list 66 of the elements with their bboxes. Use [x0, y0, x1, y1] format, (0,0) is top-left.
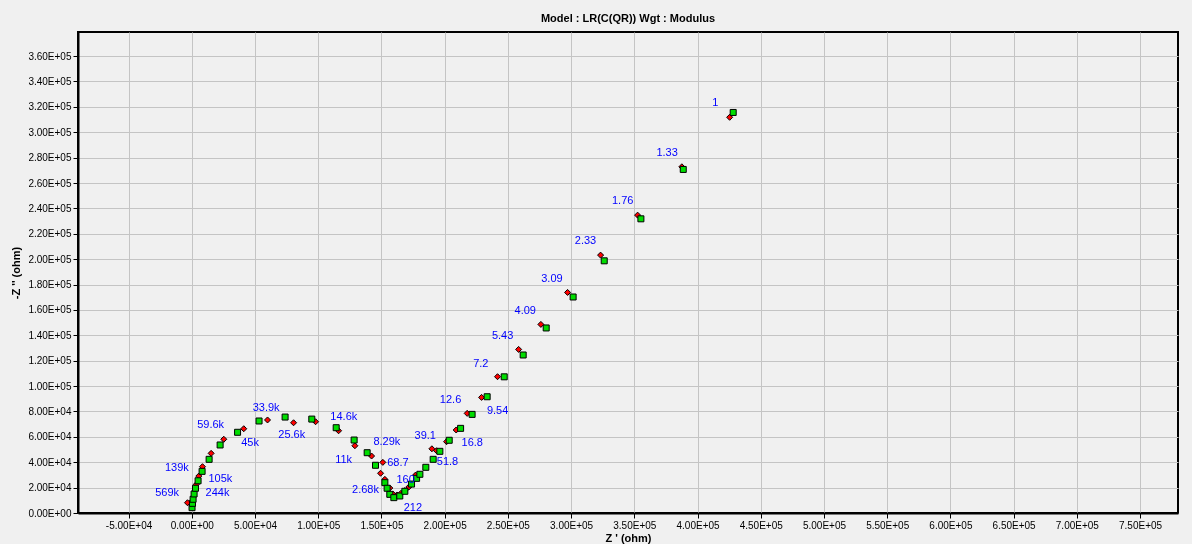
y-tick-label: 2.00E+04 — [28, 482, 72, 494]
annotation: 569k — [155, 485, 180, 498]
annotation: 39.1 — [414, 429, 436, 441]
x-tick-label: 1.00E+05 — [297, 519, 341, 531]
chart-title: Model : LR(C(QR)) Wgt : Modulus — [540, 12, 716, 24]
x-tick-label: 6.00E+05 — [929, 519, 973, 531]
y-tick-label: 1.40E+05 — [28, 329, 72, 341]
annotation: 7.2 — [473, 356, 489, 369]
annotation: 1 — [712, 96, 719, 109]
annotation: 25.6k — [278, 427, 306, 440]
annotation: 3.09 — [541, 271, 563, 284]
annotation: 5.43 — [491, 329, 514, 342]
y-tick-label: 1.20E+05 — [28, 355, 72, 367]
x-tick-label: 4.50E+05 — [739, 519, 784, 531]
y-tick-label: 4.00E+04 — [28, 456, 72, 468]
x-axis-title: Z ' (ohm) — [605, 531, 652, 544]
y-tick-label: 1.00E+05 — [28, 380, 72, 392]
y-axis-title: -Z '' (ohm) — [10, 246, 23, 300]
annotation: 12.6 — [439, 393, 462, 406]
y-tick-label: 1.60E+05 — [28, 304, 72, 316]
x-tick-label: 4.00E+05 — [676, 519, 721, 531]
y-tick-label: 2.60E+05 — [28, 177, 72, 189]
annotation: 9.54 — [486, 403, 509, 416]
y-tick-label: 3.60E+05 — [28, 50, 72, 62]
x-tick-label: -5.00E+04 — [105, 519, 153, 531]
y-tick-label: 2.80E+05 — [28, 152, 72, 164]
annotation: 1.33 — [656, 145, 678, 158]
x-tick-label: 2.00E+05 — [423, 519, 468, 531]
y-tick-label: 3.40E+05 — [28, 76, 72, 87]
y-tick-label: 8.00E+04 — [28, 405, 72, 417]
annotation: 45k — [241, 436, 260, 449]
annotation: 212 — [403, 501, 423, 514]
x-tick-label: 5.50E+05 — [866, 519, 910, 531]
y-tick-label: 2.40E+05 — [28, 202, 72, 214]
y-tick-label: 6.00E+04 — [28, 431, 72, 443]
x-tick-label: 6.50E+05 — [992, 519, 1037, 531]
x-tick-label: 0.00E+00 — [170, 519, 215, 531]
x-tick-label: 3.00E+05 — [550, 519, 594, 531]
annotation: 11k — [335, 453, 353, 466]
annotation: 8.29k — [373, 435, 401, 448]
annotation: 16.8 — [461, 436, 483, 449]
x-tick-label: 5.00E+05 — [802, 519, 847, 531]
annotation: 105k — [208, 471, 233, 484]
annotation: 68.7 — [387, 455, 409, 468]
annotation: 51.8 — [436, 455, 459, 468]
y-tick-label: 0.00E+00 — [28, 507, 72, 519]
annotation: 2.33 — [574, 234, 597, 247]
y-tick-label: 3.20E+05 — [28, 101, 72, 113]
annotation: 59.6k — [197, 417, 225, 430]
y-tick-label: 2.20E+05 — [28, 228, 72, 240]
x-tick-label: 7.00E+05 — [1055, 519, 1100, 531]
y-tick-label: 1.80E+05 — [28, 279, 72, 291]
annotation: 139k — [164, 461, 190, 474]
annotation: 1.76 — [611, 194, 634, 207]
x-tick-label: 3.50E+05 — [613, 519, 657, 531]
annotation: 244k — [205, 486, 230, 499]
x-tick-label: 5.00E+04 — [233, 519, 278, 531]
x-tick-label: 7.50E+05 — [1119, 519, 1163, 531]
x-tick-label: 2.50E+05 — [486, 519, 531, 531]
annotation: 4.09 — [514, 303, 536, 316]
y-tick-label: 3.00E+05 — [28, 126, 72, 138]
x-tick-label: 1.50E+05 — [360, 519, 404, 531]
annotation: 33.9k — [252, 401, 281, 414]
y-tick-label: 2.00E+05 — [28, 253, 72, 265]
annotation: 2.68k — [352, 483, 380, 496]
annotation: 14.6k — [330, 409, 358, 422]
